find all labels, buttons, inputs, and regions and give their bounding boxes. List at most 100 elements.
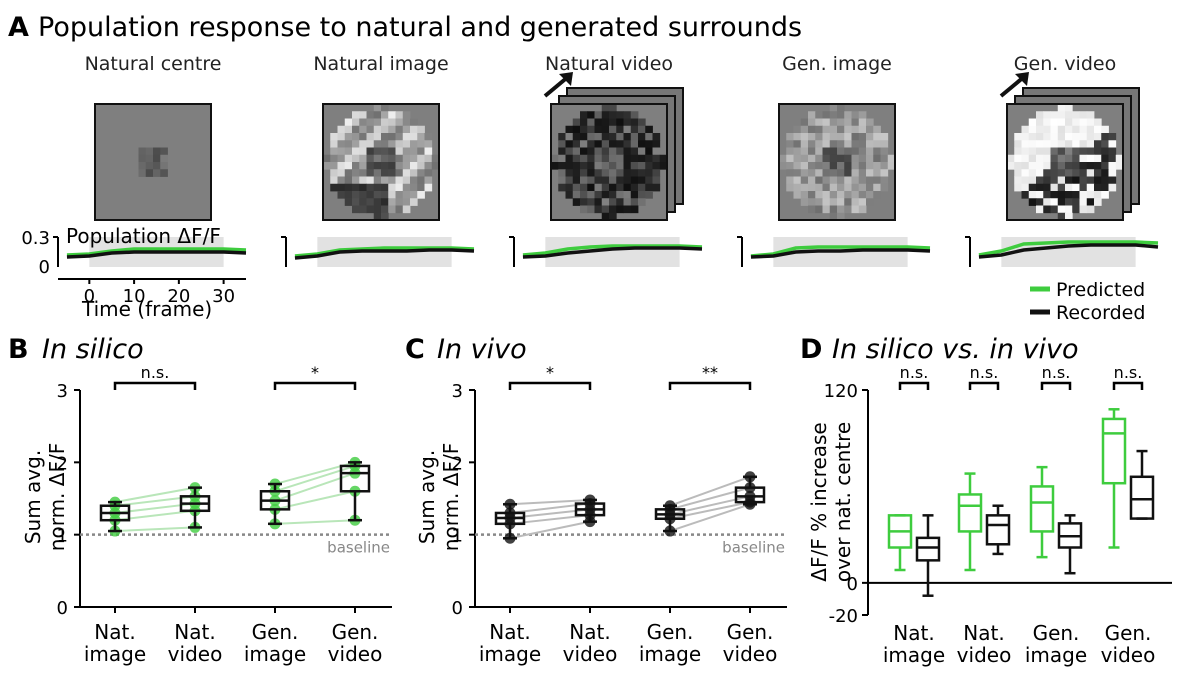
trace-ytick-label-zero: 0 [39,257,50,278]
stimulus-pixel [138,162,147,170]
stimulus-pixel [1057,198,1066,206]
stimulus-pixel [388,140,396,148]
stimulus-pixel [580,183,588,192]
trace-recorded-2 [522,246,703,259]
stimulus-pixel [395,125,404,134]
stimulus-pixel [1050,125,1059,134]
stimulus-pixel [330,154,338,163]
stimulus-pixel [851,147,860,156]
stimulus-pixel [1014,169,1022,177]
stimulus-pixel [330,169,338,177]
panelD-sig-label-2: n.s. [1042,363,1071,382]
stimulus-pixel [630,111,639,119]
stimulus-pixel [1036,118,1044,127]
panelC-ytick-label-1: 1 [452,526,463,547]
panelC-ytick-label-2: 2 [452,453,463,474]
stimulus-pixel [645,191,653,199]
stimulus-pixel [1079,118,1088,127]
stimulus-pixel [565,191,574,199]
stimulus-pixel [866,140,874,148]
stimulus-pixel [1057,212,1066,221]
stimulus-pixel [1050,169,1059,177]
stimulus-pixel [829,169,838,177]
stimulus-pixel [829,154,838,163]
stimulus-pixel [630,118,639,127]
stimulus-label-2: Natural video [545,53,673,75]
stimulus-pixel [638,176,646,185]
stimulus-pixel [594,176,603,185]
panelC-cat-label-1-a: Nat. [569,620,610,644]
stimulus-pixel [410,140,418,148]
stimulus-pixel [829,111,838,119]
stimulus-pixel [1101,133,1109,141]
stimulus-pixel [1014,154,1022,163]
stimulus-pixel [330,176,338,185]
panel-b-ylabel-line2: norm. ΔF/F [45,443,69,551]
stimulus-pixel [1094,154,1102,163]
stimulus-pixel [858,111,867,119]
stimulus-pixel [1094,125,1102,134]
stimulus-pixel [402,140,411,148]
stimulus-pixel [565,133,574,141]
panelB-cat-label-1-b: video [168,642,223,666]
stimulus-pixel [395,183,404,192]
stimulus-pixel [402,125,411,134]
stimulus-pixel [580,118,588,127]
stimulus-pixel [366,176,375,185]
stimulus-pixel [388,154,396,163]
stimulus-pixel [1043,118,1051,127]
stimulus-pixel [572,154,581,163]
stimulus-pixel [359,205,367,214]
stimulus-pixel [609,191,617,199]
stimulus-pixel [558,169,566,177]
stimulus-pixel [609,125,617,134]
stimulus-pixel [786,176,794,185]
stimulus-pixel [1014,147,1022,156]
stimulus-pixel [1028,162,1037,170]
stimulus-pixel [851,191,860,199]
stimulus-pixel [645,133,653,141]
stimulus-pixel [800,183,809,192]
stimulus-pixel [587,111,595,119]
stimulus-pixel [366,191,375,199]
stimulus-pixel [1043,140,1051,148]
stimulus-pixel [793,169,802,177]
panel-b-title: In silico [42,334,144,365]
stimulus-pixel [1057,162,1066,170]
stimulus-pixel [344,125,353,134]
stimulus-pixel [616,191,624,199]
stimulus-pixel [359,133,367,141]
stimulus-pixel [1065,154,1073,163]
stimulus-pixel [410,162,418,170]
stimulus-pixel [800,118,809,127]
panelD-cat-label-3-a: Gen. [1105,621,1152,645]
panelC-cat-label-0-a: Nat. [489,620,530,644]
stimulus-pixel [1043,125,1051,134]
stimulus-pixel [837,183,845,192]
stimulus-pixel [381,125,389,134]
stimulus-pixel [638,191,646,199]
stimulus-pixel [1036,133,1044,141]
stimulus-pixel [829,198,838,206]
stimulus-pixel [587,140,595,148]
stimulus-pixel [1043,154,1051,163]
stimulus-pixel [1007,162,1015,170]
panelB-ytick-label-0: 0 [57,598,68,619]
stimulus-pixel [844,169,852,177]
stimulus-pixel [616,111,624,119]
stimulus-pixel [645,125,653,134]
stimulus-pixel [1057,111,1066,119]
stimulus-pixel [786,154,794,163]
stimulus-pixel [623,140,632,148]
stimulus-pixel [1036,198,1044,206]
stimulus-pixel [1021,183,1030,192]
panelD-sig-bracket-0 [898,381,930,390]
panelD-cat-label-1-a: Nat. [963,621,1004,645]
stimulus-pixel [1050,176,1059,185]
stimulus-pixel [1086,183,1095,192]
panelD-ytick-label-1: 0 [847,574,858,595]
panelC-sig-bracket-0 [508,381,592,390]
stimulus-pixel [1021,154,1030,163]
stimulus-pixel [594,205,603,214]
stimulus-pixel [800,176,809,185]
